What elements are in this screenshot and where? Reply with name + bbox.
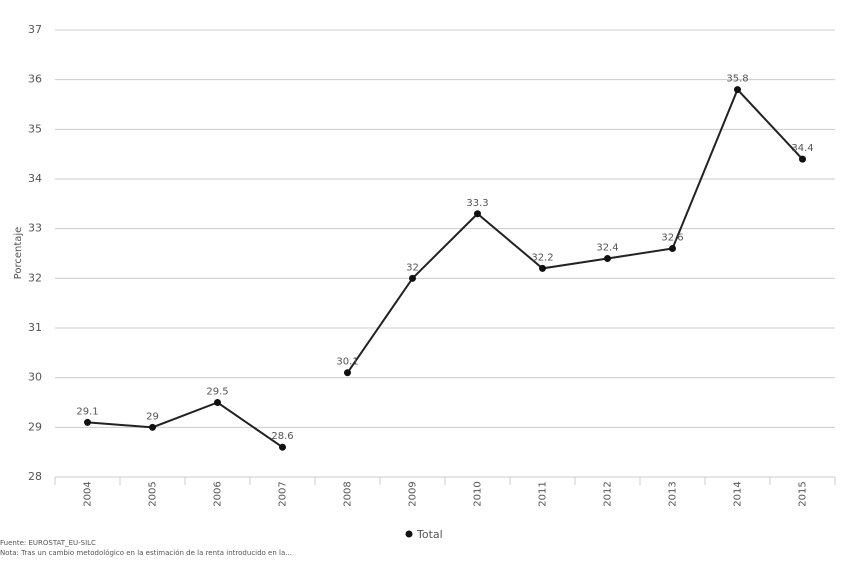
x-tick-label: 2012 xyxy=(603,481,614,506)
y-tick-label: 33 xyxy=(28,222,42,235)
x-tick-label: 2011 xyxy=(538,481,549,506)
point xyxy=(734,86,741,94)
x-tick-label: 2015 xyxy=(798,481,809,506)
y-axis-label: Porcentaje xyxy=(13,227,24,280)
x-tick-label: 2005 xyxy=(148,481,159,506)
data-label: 30.1 xyxy=(336,357,358,368)
y-tick-label: 36 xyxy=(28,73,42,86)
point xyxy=(214,399,221,406)
line xyxy=(346,87,804,374)
point xyxy=(669,245,676,253)
data-label: 29.1 xyxy=(76,406,98,417)
point xyxy=(604,254,611,262)
point xyxy=(84,418,91,426)
y-tick-label: 29 xyxy=(28,420,42,433)
data-label: 34.4 xyxy=(791,143,813,154)
y-tick-label: 35 xyxy=(28,122,42,135)
x-tick-label: 2013 xyxy=(668,481,679,506)
x-tick-label: 2010 xyxy=(473,481,484,506)
point xyxy=(279,443,286,451)
data-label: 32.6 xyxy=(661,233,683,244)
y-tick-label: 30 xyxy=(28,371,42,384)
legend-label[interactable]: Total xyxy=(416,528,443,541)
data-label: 29.5 xyxy=(206,387,228,398)
note: Nota: Tras un cambio metodológico en la … xyxy=(0,549,292,557)
y-tick-label: 37 xyxy=(28,23,42,36)
point xyxy=(474,210,481,218)
point xyxy=(409,274,416,282)
x-tick-label: 2006 xyxy=(213,481,224,506)
x-tick-label: 2008 xyxy=(343,481,354,506)
point xyxy=(539,264,546,272)
x-tick-label: 2009 xyxy=(408,481,419,506)
x-tick-label: 2004 xyxy=(83,481,94,506)
point xyxy=(799,155,806,163)
data-label: 32.2 xyxy=(531,252,553,263)
y-tick-label: 31 xyxy=(28,321,42,334)
y-tick-label: 28 xyxy=(28,470,42,483)
point xyxy=(149,423,156,431)
data-label: 32.4 xyxy=(596,242,618,253)
data-label: 35.8 xyxy=(726,74,748,85)
data-label: 28.6 xyxy=(271,431,293,442)
point xyxy=(344,369,351,377)
data-label: 29 xyxy=(146,411,159,422)
line xyxy=(87,401,284,449)
y-tick-label: 32 xyxy=(28,271,42,284)
data-label: 32 xyxy=(406,262,419,273)
source: Fuente: EUROSTAT_EU-SILC xyxy=(0,539,96,547)
data-label: 33.3 xyxy=(466,198,488,209)
x-tick-label: 2014 xyxy=(733,481,744,506)
y-tick-label: 34 xyxy=(28,172,42,185)
x-tick-label: 2007 xyxy=(278,481,289,506)
legend-marker xyxy=(405,530,413,538)
